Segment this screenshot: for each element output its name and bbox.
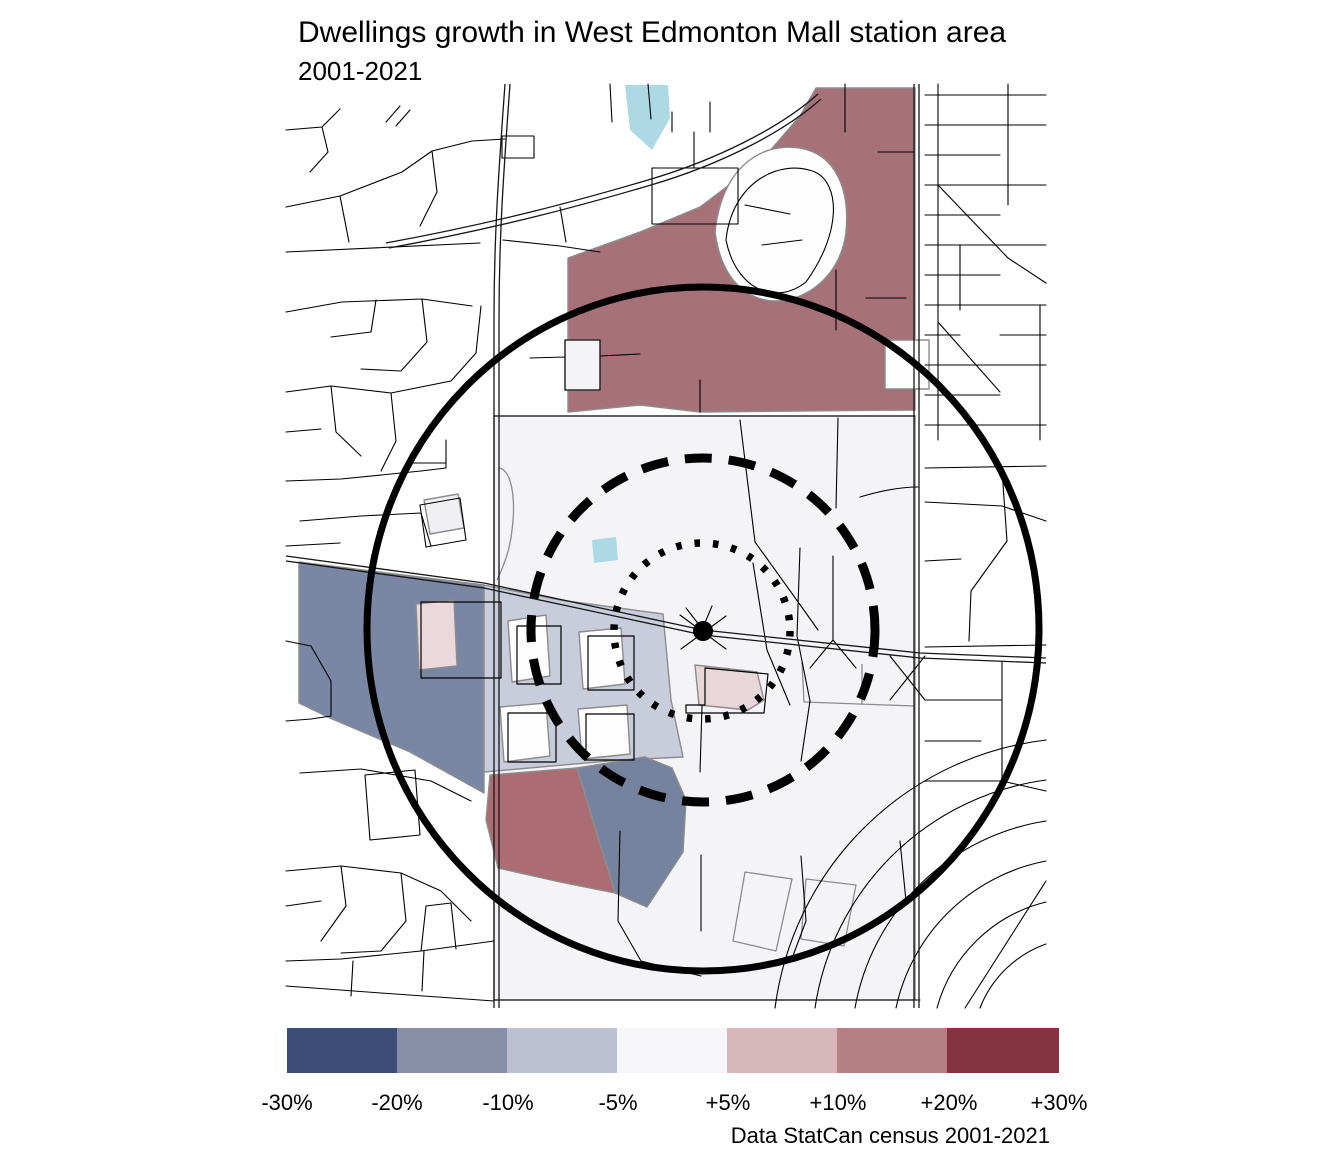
pond-north: [625, 85, 670, 150]
south-building-2: [800, 878, 857, 947]
legend-label-3: -5%: [598, 1090, 637, 1115]
legend-swatch-6: [947, 1028, 1059, 1073]
chart-subtitle: 2001-2021: [298, 56, 422, 86]
chart-title: Dwellings growth in West Edmonton Mall s…: [298, 16, 1006, 49]
legend-label-6: +20%: [921, 1090, 978, 1115]
legend-swatch-1: [397, 1028, 508, 1073]
walkshed-ring-middle-dashed: [526, 453, 880, 807]
road-east-vertical: [913, 84, 920, 1008]
north-courtyard-hole: [714, 146, 848, 302]
legend-swatch-3: [617, 1028, 728, 1073]
walkshed-ring-outer-solid: [363, 283, 1043, 975]
road-west-vertical: [493, 83, 511, 1008]
parcel-west-pink: [415, 599, 458, 671]
mall-building-2: [578, 627, 626, 690]
pond-small: [592, 537, 618, 563]
streets-west-north: [285, 105, 601, 547]
legend-swatch-2: [507, 1028, 618, 1073]
legend-swatch-0: [287, 1028, 398, 1073]
station-marker: [693, 621, 713, 641]
legend-swatch-4: [727, 1028, 838, 1073]
mall-building-4: [577, 704, 631, 760]
legend: -30% -20% -10% -5% +5% +10% +20% +30%: [261, 1028, 1087, 1115]
streets-west-south: [285, 497, 495, 1002]
legend-label-7: +30%: [1031, 1090, 1088, 1115]
road-north-curve: [385, 93, 822, 249]
legend-label-5: +10%: [810, 1090, 867, 1115]
parcel-center-pink: [694, 664, 765, 711]
walkshed-ring-inner-dotted: [610, 539, 794, 723]
streets-north-middle: [501, 83, 915, 413]
mall-building-3: [499, 702, 551, 763]
source-caption: Data StatCan census 2001-2021: [731, 1123, 1050, 1148]
west-building-square: [423, 493, 465, 535]
south-building-1: [732, 871, 793, 952]
legend-swatch-5: [837, 1028, 948, 1073]
legend-label-1: -20%: [371, 1090, 422, 1115]
building-outlines-black: [420, 601, 769, 763]
legend-label-0: -30%: [261, 1090, 312, 1115]
legend-label-2: -10%: [482, 1090, 533, 1115]
streets-east-grid: [924, 83, 1047, 648]
street-map: [285, 83, 1047, 1009]
legend-label-4: +5%: [706, 1090, 751, 1115]
north-hole-west: [564, 339, 601, 391]
